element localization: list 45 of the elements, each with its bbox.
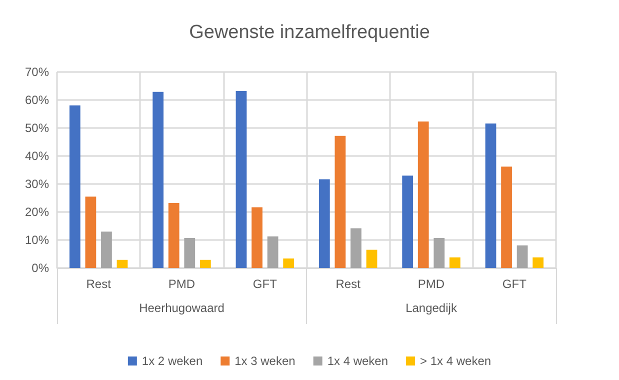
- y-tick-label: 20%: [24, 205, 50, 219]
- bar: [116, 260, 128, 268]
- y-tick-label: 10%: [24, 233, 50, 247]
- bar: [267, 236, 278, 268]
- bar: [152, 92, 164, 268]
- chart-title: Gewenste inzamelfrequentie: [189, 22, 430, 43]
- bar: [283, 258, 294, 268]
- y-tick-label: 60%: [24, 93, 50, 107]
- bar: [200, 260, 211, 268]
- y-tick-label: 30%: [24, 177, 50, 191]
- bar: [532, 257, 544, 268]
- x-tick-label: PMD: [168, 277, 196, 291]
- bar: [516, 245, 528, 268]
- legend-label: > 1x 4 weken: [420, 354, 492, 368]
- legend-label: 1x 4 weken: [327, 354, 388, 368]
- x-tick-label: GFT: [252, 277, 278, 291]
- bar: [85, 196, 96, 268]
- bar: [434, 238, 445, 268]
- bar: [184, 238, 196, 268]
- bar: [485, 124, 496, 268]
- bar: [334, 136, 346, 268]
- legend-label: 1x 3 weken: [234, 354, 296, 368]
- bar: [318, 179, 330, 268]
- bar: [101, 232, 112, 268]
- bar: [69, 105, 80, 268]
- bar: [350, 228, 362, 268]
- bar: [501, 166, 512, 268]
- x-tick-label: Rest: [336, 277, 362, 291]
- x-tick-label: GFT: [502, 277, 528, 291]
- bar: [168, 203, 180, 268]
- bar: [402, 176, 414, 268]
- text: Langedijk: [406, 301, 458, 315]
- text: Heerhugowaard: [139, 301, 224, 315]
- x-tick-label: Rest: [86, 277, 112, 291]
- x-tick-label: PMD: [418, 277, 445, 291]
- y-tick-label: 0%: [32, 261, 50, 275]
- bar: [236, 91, 247, 268]
- y-tick-label: 70%: [24, 65, 50, 79]
- bar: [418, 122, 429, 268]
- bar: [449, 257, 460, 268]
- legend-label: 1x 2 weken: [142, 354, 203, 368]
- bar: [252, 207, 262, 268]
- y-tick-label: 50%: [24, 121, 50, 135]
- y-tick-label: 40%: [24, 149, 50, 163]
- bar: [366, 250, 378, 268]
